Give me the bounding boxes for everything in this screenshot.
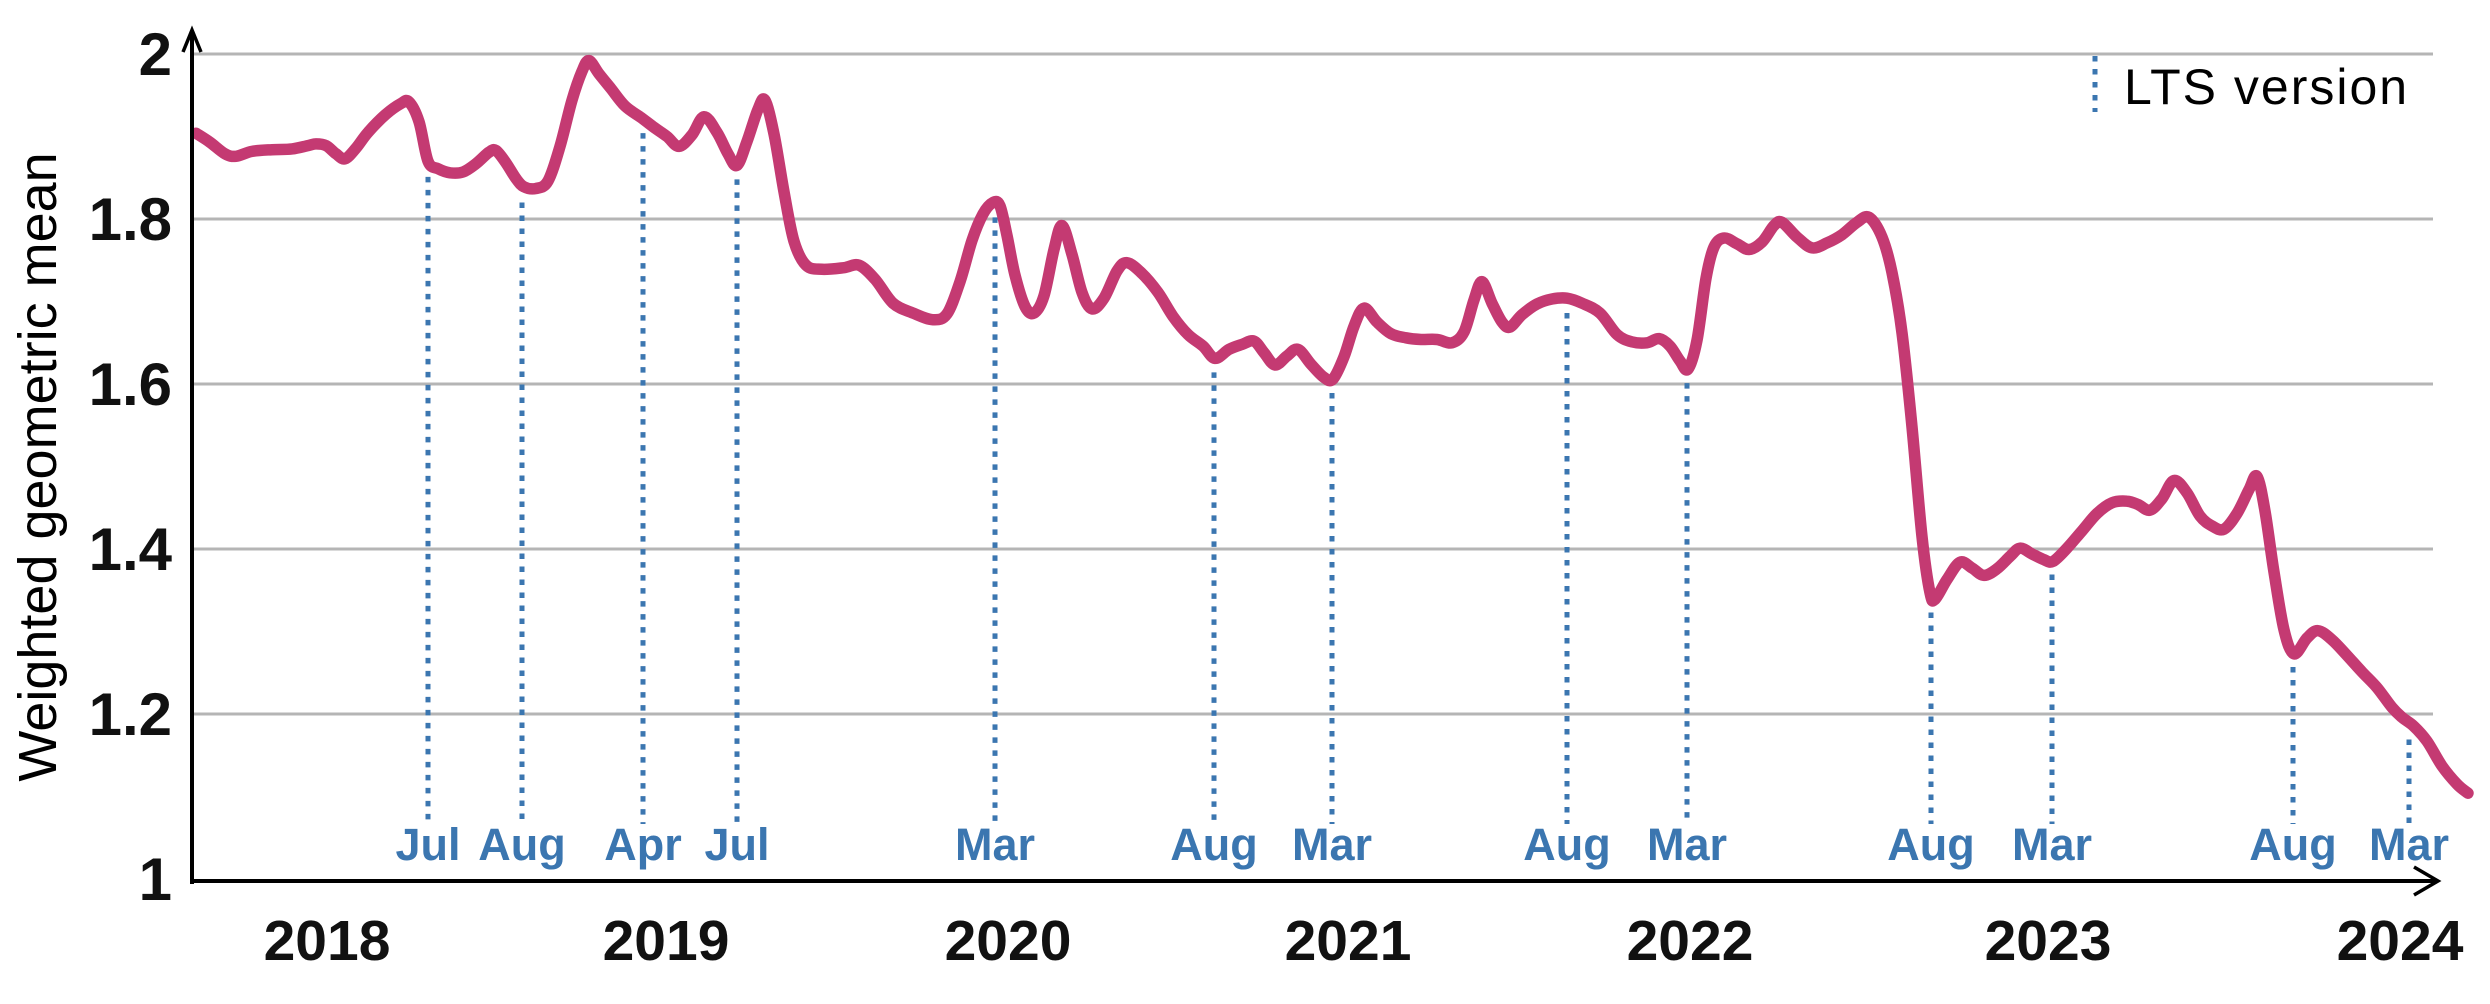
year-label: 2024	[2337, 909, 2464, 973]
y-axis-arrow-icon	[181, 25, 203, 53]
y-tick-labels: 2 1.8 1.6 1.4 1.2 1	[89, 21, 173, 913]
year-label: 2019	[603, 909, 730, 973]
lts-month-label: Jul	[395, 819, 460, 870]
year-label: 2023	[1985, 909, 2112, 973]
lts-month-label: Aug	[1523, 819, 1610, 870]
y-tick-label: 1.2	[89, 681, 172, 748]
lts-month-label: Aug	[478, 819, 565, 870]
legend: LTS version	[2092, 56, 2409, 115]
lts-month-label: Mar	[955, 819, 1035, 870]
lts-month-label: Apr	[604, 819, 682, 870]
lts-month-label: Aug	[1887, 819, 1974, 870]
lts-month-label: Mar	[2012, 819, 2092, 870]
legend-label: LTS version	[2124, 59, 2409, 115]
lts-month-label: Mar	[1292, 819, 1372, 870]
x-year-labels: 2018 2019 2020 2021 2022 2023 2024	[264, 909, 2464, 973]
y-tick-label: 1.6	[89, 351, 172, 418]
lts-marker-lines	[425, 133, 2412, 824]
lts-month-labels: Jul Aug Apr Jul Mar Aug Mar Aug Mar Aug Mar Aug Mar	[395, 819, 2449, 870]
y-tick-label: 1.8	[89, 186, 172, 253]
year-label: 2020	[945, 909, 1072, 973]
lts-month-label: Aug	[1170, 819, 1257, 870]
y-tick-label: 1	[139, 846, 172, 913]
y-axis: 2 1.8 1.6 1.4 1.2 1 Weighted geometric mean	[8, 21, 203, 913]
y-tick-label: 1.4	[89, 516, 173, 583]
lts-month-label: Mar	[1647, 819, 1727, 870]
lts-month-label: Aug	[2249, 819, 2336, 870]
y-tick-label: 2	[139, 21, 172, 88]
gridlines	[192, 52, 2433, 716]
series-line-weighted-geometric-mean	[190, 54, 2474, 799]
x-axis-arrow-icon	[2413, 865, 2442, 897]
x-axis: 2018 2019 2020 2021 2022 2023 2024	[190, 865, 2464, 973]
y-axis-title: Weighted geometric mean	[8, 152, 68, 781]
lts-month-label: Jul	[704, 819, 769, 870]
year-label: 2021	[1285, 909, 1412, 973]
lts-month-label: Mar	[2369, 819, 2449, 870]
year-label: 2018	[264, 909, 391, 973]
year-label: 2022	[1627, 909, 1754, 973]
